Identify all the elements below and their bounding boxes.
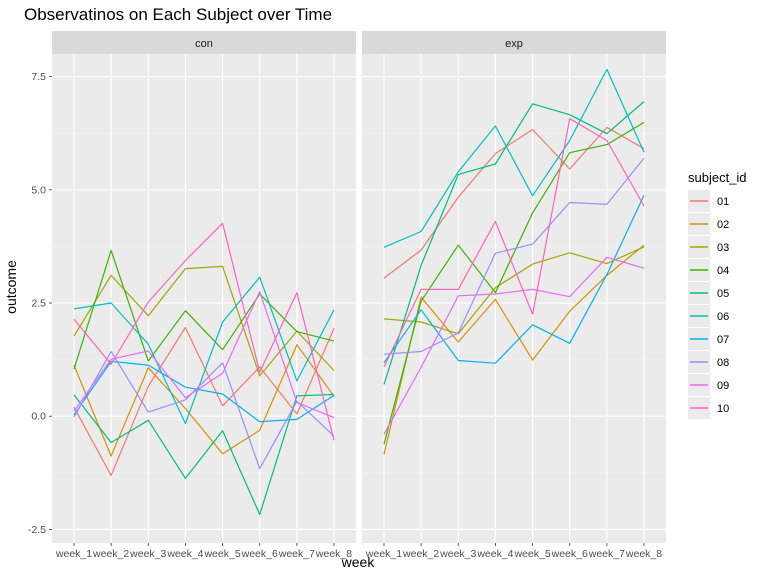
legend-item-10: 10	[688, 397, 729, 419]
x-tick-label: week_4	[166, 548, 203, 560]
panel-background	[52, 54, 356, 543]
series-line-exp-08	[383, 157, 645, 355]
series-line-exp-01	[383, 126, 645, 279]
x-tick-label: week_2	[92, 548, 129, 560]
x-tick-label: week_6	[241, 548, 278, 560]
legend-item-07: 07	[688, 328, 729, 350]
y-tick-label: 0.0	[31, 411, 46, 423]
series-line-con-10	[73, 222, 335, 441]
legend-label: 10	[717, 403, 729, 415]
strip-label: con	[195, 38, 213, 50]
series-line-exp-06	[383, 68, 645, 248]
y-axis: -2.5 0.0 2.5 5.0 7.5	[28, 71, 52, 536]
strip-background	[362, 31, 666, 54]
legend-label: 03	[717, 242, 729, 254]
y-tick-label: 7.5	[31, 71, 46, 83]
y-tick-label: -2.5	[28, 524, 46, 536]
legend-item-03: 03	[688, 236, 729, 258]
legend-label: 04	[717, 265, 729, 277]
legend-label: 09	[717, 380, 729, 392]
y-tick-label: 2.5	[31, 298, 46, 310]
series-line-con-05	[73, 393, 335, 516]
x-axis-title: week	[341, 554, 376, 570]
series-line-exp-07	[383, 195, 645, 364]
x-tick-label: week_1	[365, 548, 402, 560]
legend-label: 05	[717, 288, 729, 300]
series-line-con-08	[73, 350, 335, 470]
strip-label: exp	[505, 38, 523, 50]
x-tick-label: week_7	[278, 548, 315, 560]
x-tick-label: week_2	[402, 548, 439, 560]
x-tick-label: week_8	[315, 548, 352, 560]
legend-item-08: 08	[688, 351, 729, 373]
y-axis-title: outcome	[3, 260, 19, 314]
x-tick-label: week_3	[129, 548, 166, 560]
x-tick-label: week_5	[203, 548, 240, 560]
series-line-con-06	[73, 276, 335, 425]
legend-item-06: 06	[688, 305, 729, 327]
legend-item-04: 04	[688, 259, 729, 281]
legend-label: 06	[717, 311, 729, 323]
legend-item-05: 05	[688, 282, 729, 304]
series-line-con-04	[73, 249, 335, 370]
x-tick-label: week_1	[55, 548, 92, 560]
strip-background	[52, 31, 356, 54]
legend-item-01: 01	[688, 190, 729, 212]
legend-label: 07	[717, 334, 729, 346]
x-tick-label: week_3	[439, 548, 476, 560]
legend-label: 02	[717, 219, 729, 231]
chart-title: Observatinos on Each Subject over Time	[24, 5, 332, 24]
series-line-exp-10	[383, 118, 645, 368]
series-line-exp-03	[383, 246, 645, 335]
series-line-con-09	[73, 291, 335, 419]
x-tick-label: week_4	[476, 548, 513, 560]
series-line-con-01	[73, 326, 335, 477]
x-tick-label: week_7	[588, 548, 625, 560]
series-line-con-02	[73, 344, 335, 457]
x-tick-label: week_5	[513, 548, 550, 560]
series-line-con-03	[73, 265, 335, 377]
x-tick-label: week_6	[551, 548, 588, 560]
legend-item-02: 02	[688, 213, 729, 235]
y-tick-label: 5.0	[31, 184, 46, 196]
legend-item-09: 09	[688, 374, 729, 396]
panel-background	[362, 54, 666, 543]
series-line-exp-09	[383, 256, 645, 435]
series-line-exp-05	[383, 101, 645, 385]
legend-title: subject_id	[688, 170, 747, 185]
legend: subject_id 01 02 03 04 05 06 07 08 09 10	[688, 170, 747, 419]
legend-label: 08	[717, 357, 729, 369]
series-line-exp-04	[383, 121, 645, 445]
legend-label: 01	[717, 196, 729, 208]
x-tick-label: week_8	[625, 548, 662, 560]
series-line-exp-02	[383, 244, 645, 455]
